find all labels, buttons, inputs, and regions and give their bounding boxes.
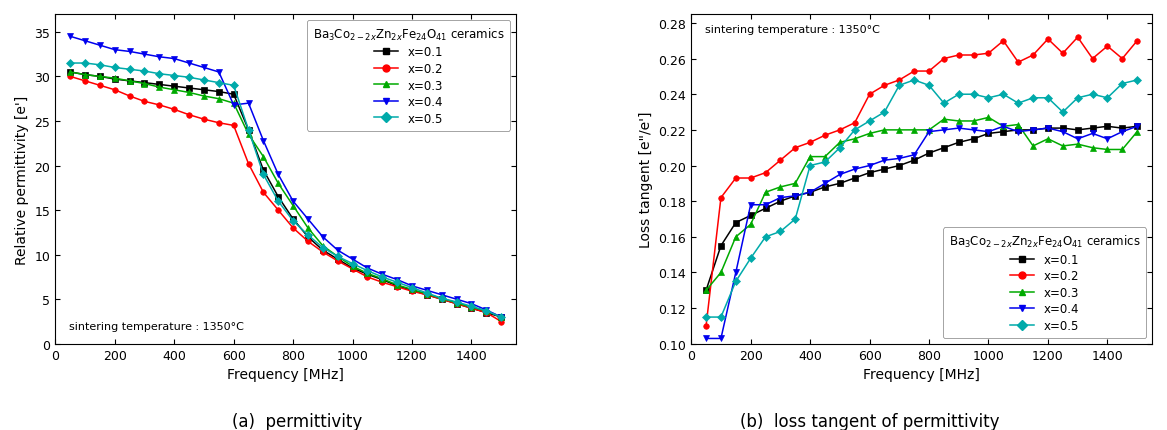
- X-axis label: Frequency [MHz]: Frequency [MHz]: [228, 367, 344, 381]
- Y-axis label: Loss tangent [e"/e']: Loss tangent [e"/e']: [638, 111, 652, 248]
- X-axis label: Frequency [MHz]: Frequency [MHz]: [864, 367, 980, 381]
- Text: (b)  loss tangent of permittivity: (b) loss tangent of permittivity: [740, 412, 999, 430]
- Y-axis label: Relative permittivity [e']: Relative permittivity [e']: [15, 95, 29, 264]
- Text: sintering temperature : 1350°C: sintering temperature : 1350°C: [69, 321, 244, 331]
- Text: (a)  permittivity: (a) permittivity: [232, 412, 363, 430]
- Legend: x=0.1, x=0.2, x=0.3, x=0.4, x=0.5: x=0.1, x=0.2, x=0.3, x=0.4, x=0.5: [943, 228, 1146, 338]
- Text: sintering temperature : 1350°C: sintering temperature : 1350°C: [705, 25, 880, 35]
- Legend: x=0.1, x=0.2, x=0.3, x=0.4, x=0.5: x=0.1, x=0.2, x=0.3, x=0.4, x=0.5: [307, 21, 510, 131]
